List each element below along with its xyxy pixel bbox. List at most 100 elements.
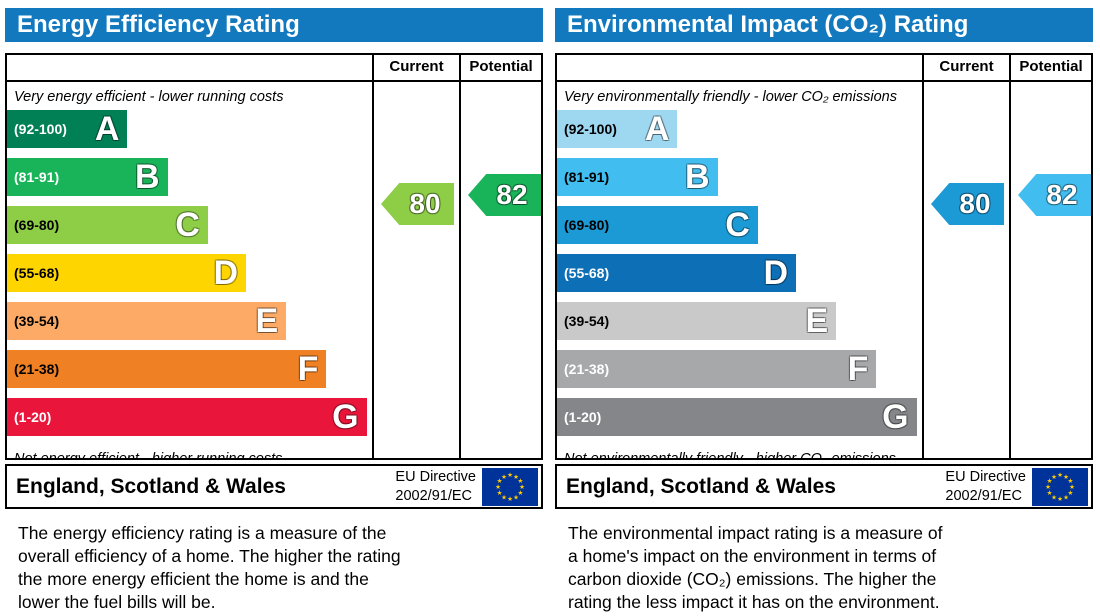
svg-text:★: ★ <box>1063 472 1069 480</box>
rating-table: Current Potential Very environmentally f… <box>555 53 1093 460</box>
svg-text:★: ★ <box>1069 483 1075 491</box>
band-c: (69-80) C <box>7 206 208 244</box>
svg-text:★: ★ <box>1047 477 1053 485</box>
band-a: (92-100) A <box>7 110 128 148</box>
band-f: (21-38) F <box>7 350 327 388</box>
band-c: (69-80) C <box>557 206 758 244</box>
top-note: Very energy efficient - lower running co… <box>14 89 284 105</box>
band-d: (55-68) D <box>557 254 797 292</box>
svg-text:★: ★ <box>507 495 513 503</box>
jurisdiction-footer: England, Scotland & Wales EU Directive 2… <box>5 464 543 509</box>
potential-header-cell: Potential <box>459 55 541 80</box>
potential-header-cell: Potential <box>1009 55 1091 80</box>
eu-directive-label: EU Directive 2002/91/EC <box>395 469 476 504</box>
svg-text:★: ★ <box>497 477 503 485</box>
potential-rating-value: 82 <box>496 179 528 210</box>
potential-value-column: 82 <box>459 82 541 458</box>
band-letter: G <box>882 398 909 436</box>
band-letter: D <box>213 254 239 292</box>
band-range-label: (92-100) <box>14 121 67 137</box>
band-range-label: (81-91) <box>14 169 60 185</box>
band-g: (1-20) G <box>557 398 917 436</box>
energy-efficiency-panel: Energy Efficiency Rating Current Potenti… <box>5 8 543 616</box>
panel-title: Energy Efficiency Rating <box>5 8 543 42</box>
band-letter: D <box>763 254 789 292</box>
rating-table: Current Potential Very energy efficient … <box>5 53 543 460</box>
svg-text:★: ★ <box>1067 489 1073 497</box>
band-d: (55-68) D <box>7 254 247 292</box>
band-e: (39-54) E <box>7 302 287 340</box>
table-header-row: Current Potential <box>7 55 541 82</box>
rating-description: The environmental impact rating is a mea… <box>568 523 943 612</box>
band-a: (92-100) A <box>557 110 678 148</box>
band-g: (1-20) G <box>7 398 367 436</box>
bands-header-cell <box>557 55 922 80</box>
band-range-label: (92-100) <box>564 121 617 137</box>
band-range-label: (69-80) <box>564 217 610 233</box>
band-letter: F <box>297 350 319 388</box>
eu-flag-icon: ★ ★★ ★★★ ★★★ ★★★ <box>1032 467 1088 506</box>
jurisdiction-footer: England, Scotland & Wales EU Directive 2… <box>555 464 1093 509</box>
table-body-row: Very energy efficient - lower running co… <box>7 82 541 458</box>
rating-description: The energy efficiency rating is a measur… <box>18 523 401 612</box>
svg-text:★: ★ <box>1063 493 1069 501</box>
current-header-cell: Current <box>922 55 1009 80</box>
band-range-label: (21-38) <box>14 361 60 377</box>
svg-text:★: ★ <box>513 493 519 501</box>
svg-text:★: ★ <box>517 489 523 497</box>
environmental-impact-panel: Environmental Impact (CO₂) Rating Curren… <box>555 8 1093 616</box>
panel-title: Environmental Impact (CO₂) Rating <box>555 8 1093 42</box>
svg-text:★: ★ <box>517 477 523 485</box>
potential-value-column: 82 <box>1009 82 1091 458</box>
svg-text:★: ★ <box>1047 489 1053 497</box>
current-rating-arrow: 80 <box>931 183 1004 225</box>
band-range-label: (1-20) <box>564 409 602 425</box>
band-letter: F <box>847 350 869 388</box>
band-range-label: (55-68) <box>564 265 610 281</box>
region-label: England, Scotland & Wales <box>566 474 836 498</box>
band-range-label: (81-91) <box>564 169 610 185</box>
potential-rating-value: 82 <box>1046 179 1078 210</box>
eu-directive-label: EU Directive 2002/91/EC <box>945 469 1026 504</box>
svg-text:★: ★ <box>507 471 513 479</box>
bottom-note: Not energy efficient - higher running co… <box>7 446 372 458</box>
svg-text:★: ★ <box>501 493 507 501</box>
region-label: England, Scotland & Wales <box>16 474 286 498</box>
svg-text:★: ★ <box>497 489 503 497</box>
table-body-row: Very environmentally friendly - lower CO… <box>557 82 1091 458</box>
svg-text:★: ★ <box>1057 495 1063 503</box>
rating-bands-column: Very environmentally friendly - lower CO… <box>557 82 922 458</box>
band-range-label: (21-38) <box>564 361 610 377</box>
svg-text:★: ★ <box>1051 493 1057 501</box>
svg-text:★: ★ <box>519 483 525 491</box>
svg-text:★: ★ <box>1067 477 1073 485</box>
eu-flag-icon: ★ ★★ ★★★ ★★★ ★★★ <box>482 467 538 506</box>
band-letter: A <box>94 110 120 148</box>
top-note: Very environmentally friendly - lower CO… <box>564 89 897 105</box>
svg-text:★: ★ <box>513 472 519 480</box>
band-letter: B <box>685 158 710 196</box>
table-header-row: Current Potential <box>557 55 1091 82</box>
band-letter: E <box>805 302 829 340</box>
band-f: (21-38) F <box>557 350 877 388</box>
current-rating-value: 80 <box>959 188 991 219</box>
current-rating-arrow: 80 <box>381 183 454 225</box>
current-header-cell: Current <box>372 55 459 80</box>
current-value-column: 80 <box>922 82 1009 458</box>
band-range-label: (39-54) <box>14 313 60 329</box>
current-value-column: 80 <box>372 82 459 458</box>
bottom-note: Not environmentally friendly - higher CO… <box>557 446 922 458</box>
band-letter: C <box>725 206 750 244</box>
potential-rating-arrow: 82 <box>1018 174 1091 216</box>
bands-header-cell <box>7 55 372 80</box>
band-b: (81-91) B <box>7 158 168 196</box>
rating-bands-column: Very energy efficient - lower running co… <box>7 82 372 458</box>
band-letter: G <box>332 398 359 436</box>
band-letter: E <box>255 302 279 340</box>
current-rating-value: 80 <box>409 188 441 219</box>
svg-text:★: ★ <box>1051 472 1057 480</box>
band-range-label: (1-20) <box>14 409 52 425</box>
svg-text:★: ★ <box>501 472 507 480</box>
svg-text:★: ★ <box>1045 483 1051 491</box>
